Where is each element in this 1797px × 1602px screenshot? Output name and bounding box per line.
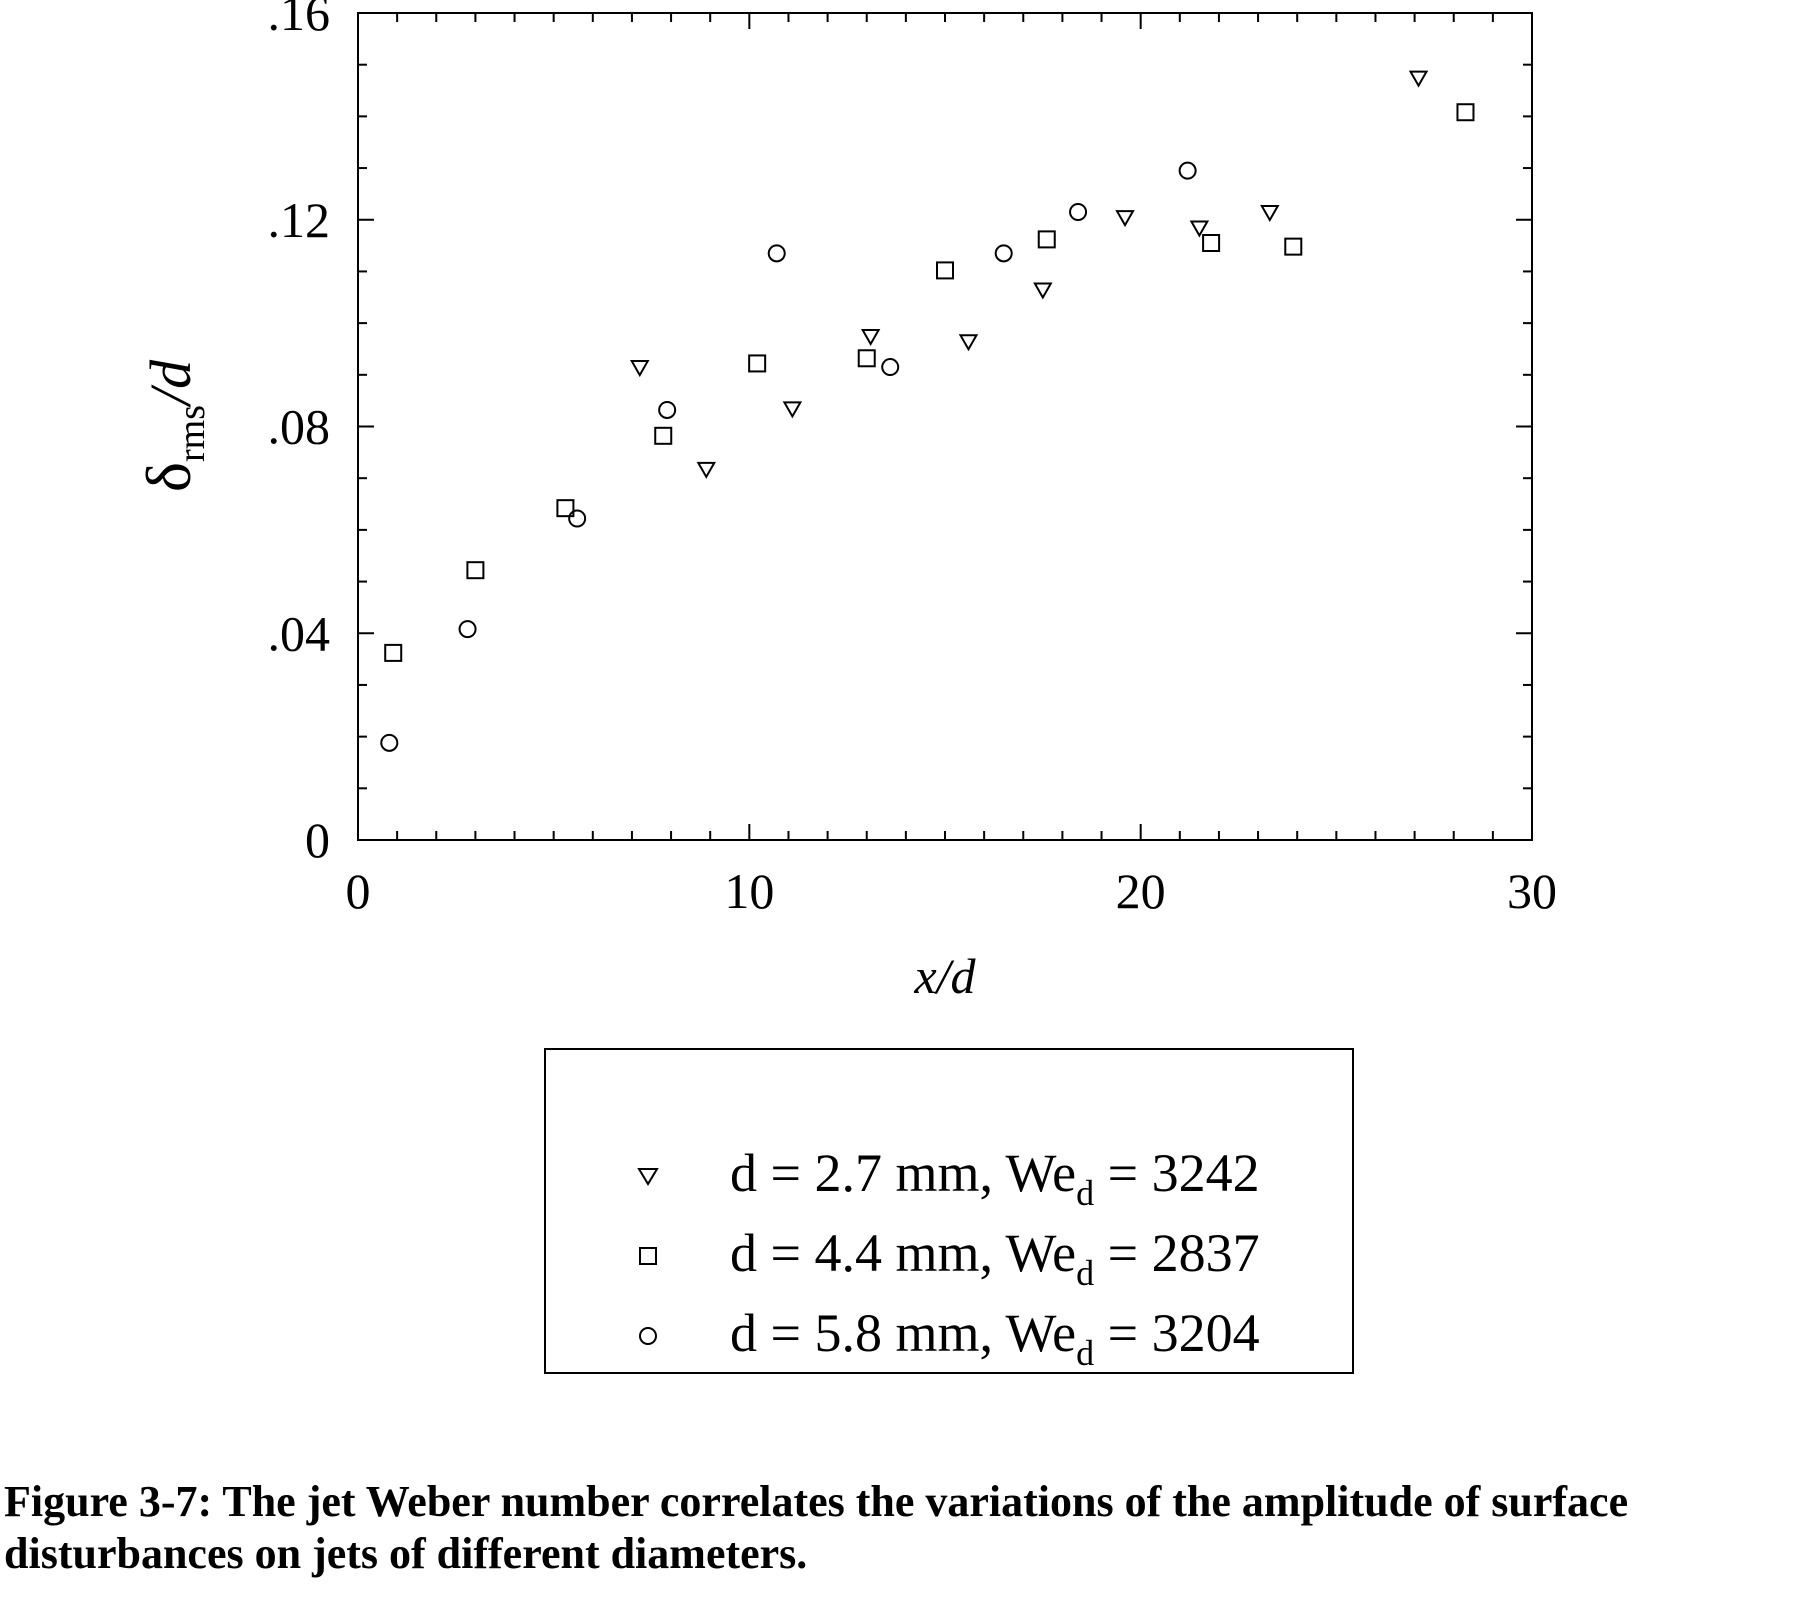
triangle-marker <box>630 360 650 378</box>
legend-label-1-prefix: d = 2.7 mm, We <box>730 1143 1077 1203</box>
triangle-marker <box>1115 210 1135 228</box>
legend-label-2-suffix: = 2837 <box>1094 1223 1260 1283</box>
square-icon <box>639 1247 657 1265</box>
square-marker <box>654 426 673 445</box>
y-tick-label: .12 <box>268 192 331 248</box>
y-tick-label: .04 <box>268 605 331 661</box>
legend-label-3-prefix: d = 5.8 mm, We <box>730 1303 1077 1363</box>
square-marker <box>1037 230 1056 249</box>
x-tick-label: 30 <box>1507 863 1557 919</box>
legend-label-2-prefix: d = 4.4 mm, We <box>730 1223 1077 1283</box>
circle-marker <box>1069 202 1088 221</box>
svg-text:δrms/d: δrms/d <box>133 359 213 492</box>
circle-marker <box>881 358 900 377</box>
square-marker <box>556 499 575 518</box>
triangle-marker <box>782 401 803 419</box>
triangle-marker <box>1189 220 1210 238</box>
circle-marker <box>767 244 786 263</box>
square-marker <box>857 349 876 368</box>
triangle-marker <box>696 461 717 479</box>
triangle-marker <box>1408 70 1429 88</box>
x-tick-label: 0 <box>346 863 371 919</box>
legend-item-1: d = 2.7 mm, Wed = 3242 <box>546 1138 1352 1218</box>
circle-icon <box>639 1327 657 1345</box>
square-marker <box>936 261 954 280</box>
circle-marker <box>1178 161 1197 180</box>
square-marker <box>466 561 485 580</box>
y-tick-label: 0 <box>305 812 330 868</box>
legend-label-3-sub: d <box>1076 1333 1095 1373</box>
triangle-marker <box>860 329 881 347</box>
x-tick-label: 20 <box>1116 863 1166 919</box>
x-axis-label: x/d <box>913 948 976 1004</box>
legend-item-2: d = 4.4 mm, Wed = 2837 <box>546 1218 1352 1298</box>
figure-caption: Figure 3-7: The jet Weber number correla… <box>4 1477 1629 1578</box>
y-label-sub: rms <box>171 405 213 462</box>
y-label-tail: /d <box>138 359 203 408</box>
legend-label-2: d = 4.4 mm, Wed = 2837 <box>730 1222 1260 1294</box>
triangle-marker <box>958 334 979 352</box>
triangle-down-icon <box>637 1168 659 1186</box>
legend-item-3: d = 5.8 mm, Wed = 3204 <box>546 1298 1352 1378</box>
circle-marker <box>658 400 677 419</box>
legend-label-2-sub: d <box>1076 1253 1095 1293</box>
square-marker <box>1284 237 1303 256</box>
square-marker <box>1202 234 1221 253</box>
legend-label-3: d = 5.8 mm, Wed = 3204 <box>730 1302 1260 1374</box>
x-tick-label: 10 <box>724 863 774 919</box>
circle-marker <box>568 509 587 528</box>
y-tick-label: .08 <box>268 399 331 455</box>
y-tick-label: .16 <box>268 0 331 41</box>
square-marker <box>748 354 767 373</box>
plot-frame <box>357 12 1533 841</box>
square-marker <box>1456 103 1475 122</box>
legend-label-3-suffix: = 3204 <box>1094 1303 1260 1363</box>
circle-marker <box>458 620 477 639</box>
legend-label-1: d = 2.7 mm, Wed = 3242 <box>730 1142 1260 1214</box>
legend: d = 2.7 mm, Wed = 3242 d = 4.4 mm, Wed =… <box>544 1048 1354 1374</box>
tick-labels: 0 10 20 30 0 .04 .08 .12 .16 <box>268 0 1558 919</box>
circle-marker <box>380 733 399 752</box>
legend-label-1-suffix: = 3242 <box>1094 1143 1260 1203</box>
data-points <box>380 70 1475 752</box>
y-label-main: δ <box>133 462 204 492</box>
triangle-marker <box>1260 204 1280 223</box>
triangle-marker <box>1033 282 1053 300</box>
legend-label-1-sub: d <box>1076 1173 1095 1213</box>
y-axis-label: δrms/d <box>133 359 213 492</box>
tick-marks <box>357 12 1533 841</box>
circle-marker <box>994 244 1013 263</box>
scatter-plot: 0 10 20 30 0 .04 .08 .12 .16 x/d δrms/d <box>133 0 1558 1004</box>
square-marker <box>384 643 403 662</box>
